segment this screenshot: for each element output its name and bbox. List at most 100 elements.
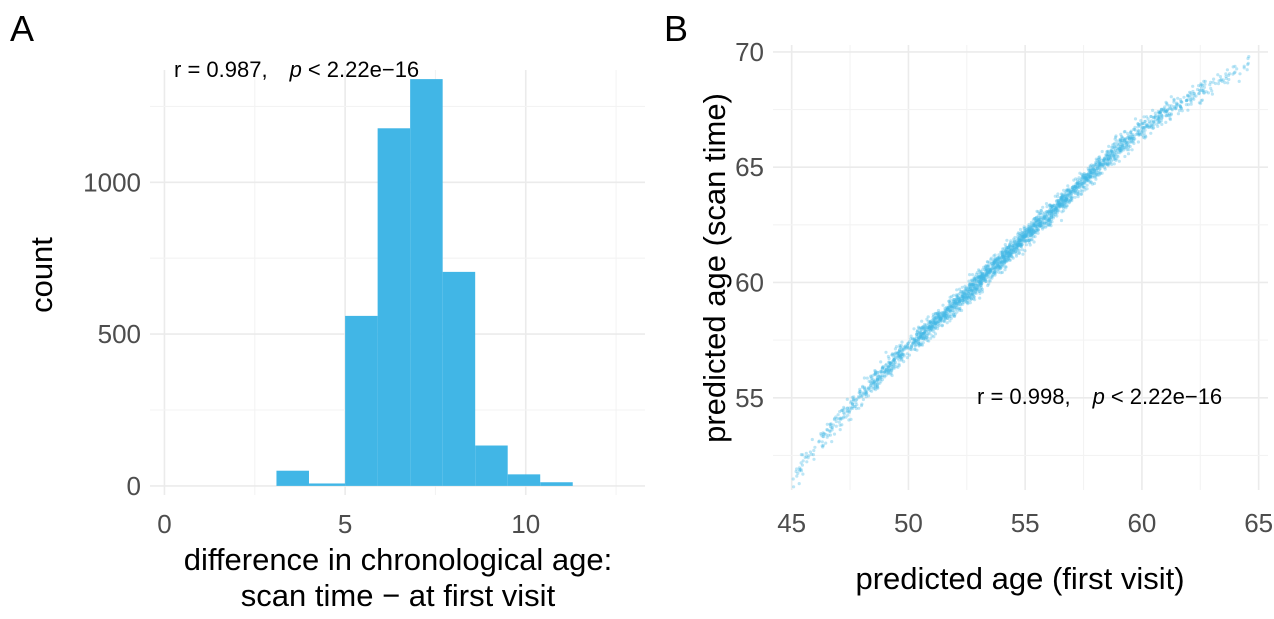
scatter-point — [1003, 255, 1007, 259]
scatter-point — [1020, 238, 1024, 242]
scatter-point — [821, 445, 825, 449]
scatter-point — [1166, 114, 1170, 118]
scatter-point — [967, 286, 971, 290]
scatter-point — [854, 401, 858, 405]
scatter-point — [859, 404, 864, 408]
scatter-point — [1212, 77, 1216, 81]
scatter-point — [949, 305, 953, 309]
scatter-point — [1039, 218, 1043, 222]
scatter-point — [1001, 253, 1005, 257]
scatter-point — [931, 315, 935, 319]
scatter-point — [892, 365, 896, 369]
scatter-point — [893, 354, 898, 358]
scatter-point — [942, 313, 946, 317]
scatter-point — [1141, 127, 1146, 131]
scatter-point — [988, 269, 992, 273]
scatter-point — [1125, 131, 1130, 135]
scatter-point — [1141, 133, 1145, 137]
scatter-point — [1235, 67, 1239, 71]
scatter-point — [986, 264, 990, 268]
scatter-point — [911, 341, 915, 345]
scatter-point — [1008, 244, 1012, 248]
scatter-point — [1096, 166, 1100, 170]
scatter-point — [972, 277, 976, 281]
scatter-point — [931, 323, 935, 327]
scatter-point — [1186, 93, 1190, 97]
scatter-point — [1036, 221, 1040, 225]
scatter-point — [1000, 259, 1005, 263]
scatter-point — [964, 293, 968, 297]
scatter-point — [956, 303, 961, 307]
scatter-point — [1023, 234, 1028, 238]
scatter-point — [1113, 141, 1117, 145]
scatter-point — [850, 402, 855, 406]
scatter-point — [996, 256, 1000, 260]
scatter-point — [978, 280, 983, 285]
scatter-point — [1186, 103, 1190, 107]
scatter-point — [1058, 202, 1062, 207]
scatter-point — [877, 374, 881, 378]
scatter-point — [1005, 245, 1009, 250]
scatter-point — [917, 336, 921, 340]
scatter-point — [1079, 182, 1083, 186]
scatter-point — [811, 453, 816, 457]
scatter-point — [1031, 228, 1035, 232]
scatter-point — [1008, 258, 1012, 262]
scatter-point — [992, 262, 996, 266]
scatter-point — [1058, 203, 1062, 207]
scatter-point — [944, 313, 948, 318]
scatter-point — [828, 433, 833, 437]
scatter-point — [1131, 134, 1135, 138]
scatter-point — [1164, 109, 1168, 113]
scatter-point — [1136, 122, 1140, 126]
scatter-point — [920, 326, 924, 330]
scatter-point — [1123, 137, 1128, 141]
scatter-point — [929, 324, 933, 328]
scatter-point — [923, 325, 927, 329]
scatter-point — [1124, 140, 1128, 145]
scatter-point — [1068, 198, 1072, 202]
scatter-point — [993, 273, 997, 277]
scatter-point — [953, 302, 957, 306]
scatter-point — [872, 381, 876, 385]
scatter-point — [938, 312, 942, 316]
scatter-point — [912, 337, 916, 341]
scatter-point — [890, 360, 894, 364]
scatter-point — [977, 279, 981, 283]
scatter-point — [864, 390, 868, 394]
scatter-point — [1038, 225, 1042, 229]
scatter-point — [1077, 176, 1081, 180]
scatter-point — [1106, 149, 1110, 153]
scatter-point — [900, 353, 904, 357]
scatter-point — [1097, 161, 1101, 165]
panel-a-histogram-bars — [276, 79, 573, 486]
scatter-point — [1083, 181, 1087, 185]
scatter-point — [955, 296, 959, 300]
scatter-point — [1106, 163, 1110, 167]
scatter-point — [1124, 140, 1128, 145]
scatter-point — [849, 401, 853, 405]
histogram-bar — [345, 315, 378, 486]
scatter-point — [931, 317, 935, 321]
scatter-point — [878, 377, 882, 381]
scatter-point — [1116, 155, 1120, 159]
scatter-point — [952, 314, 957, 318]
scatter-point — [1005, 238, 1009, 242]
scatter-point — [931, 325, 935, 329]
scatter-point — [868, 388, 872, 392]
scatter-point — [1031, 231, 1035, 236]
scatter-point — [1150, 122, 1154, 126]
scatter-point — [1050, 211, 1054, 215]
scatter-point — [1221, 78, 1225, 82]
scatter-point — [955, 306, 959, 310]
scatter-point — [987, 263, 991, 267]
scatter-point — [1162, 107, 1166, 111]
scatter-point — [912, 327, 916, 331]
scatter-point — [968, 282, 972, 287]
scatter-point — [1024, 230, 1028, 234]
scatter-point — [1089, 174, 1093, 178]
scatter-point — [1067, 187, 1071, 191]
scatter-point — [837, 417, 841, 421]
scatter-point — [933, 325, 938, 329]
scatter-point — [847, 418, 851, 422]
